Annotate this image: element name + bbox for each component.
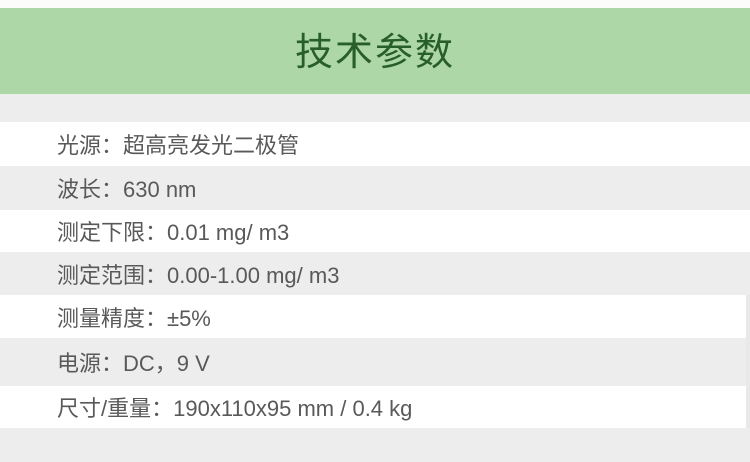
spec-row-accuracy: 测量精度：±5% — [0, 295, 750, 338]
spec-row-measuring-range: 测定范围：0.00-1.00 mg/ m3 — [0, 252, 750, 295]
spec-row-power-supply: 电源：DC，9 V — [0, 338, 750, 386]
spec-row-light-source: 光源：超高亮发光二极管 — [0, 122, 750, 166]
page-top-margin — [0, 0, 750, 8]
spec-row-wavelength: 波长：630 nm — [0, 166, 750, 210]
spec-row-text: 光源：超高亮发光二极管 — [57, 133, 300, 158]
spec-row-text: 电源：DC，9 V — [57, 351, 210, 376]
spec-row-text: 尺寸/重量：190x110x95 mm / 0.4 kg — [57, 396, 413, 421]
table-top-spacer — [0, 94, 750, 122]
spec-table: 光源：超高亮发光二极管 波长：630 nm 测定下限：0.01 mg/ m3 测… — [0, 94, 750, 462]
spec-row-text: 波长：630 nm — [57, 177, 197, 202]
spec-row-text: 测量精度：±5% — [57, 305, 211, 331]
section-title: 技术参数 — [294, 31, 455, 74]
scrollbar-thumb[interactable] — [746, 295, 750, 428]
spec-row-detection-limit: 测定下限：0.01 mg/ m3 — [0, 210, 750, 252]
section-header-banner: 技术参数 — [0, 8, 750, 94]
spec-row-text: 测定范围：0.00-1.00 mg/ m3 — [57, 262, 340, 288]
spec-row-text: 测定下限：0.01 mg/ m3 — [57, 220, 290, 245]
spec-row-size-weight: 尺寸/重量：190x110x95 mm / 0.4 kg — [0, 386, 750, 428]
table-bottom-spacer — [0, 428, 750, 462]
